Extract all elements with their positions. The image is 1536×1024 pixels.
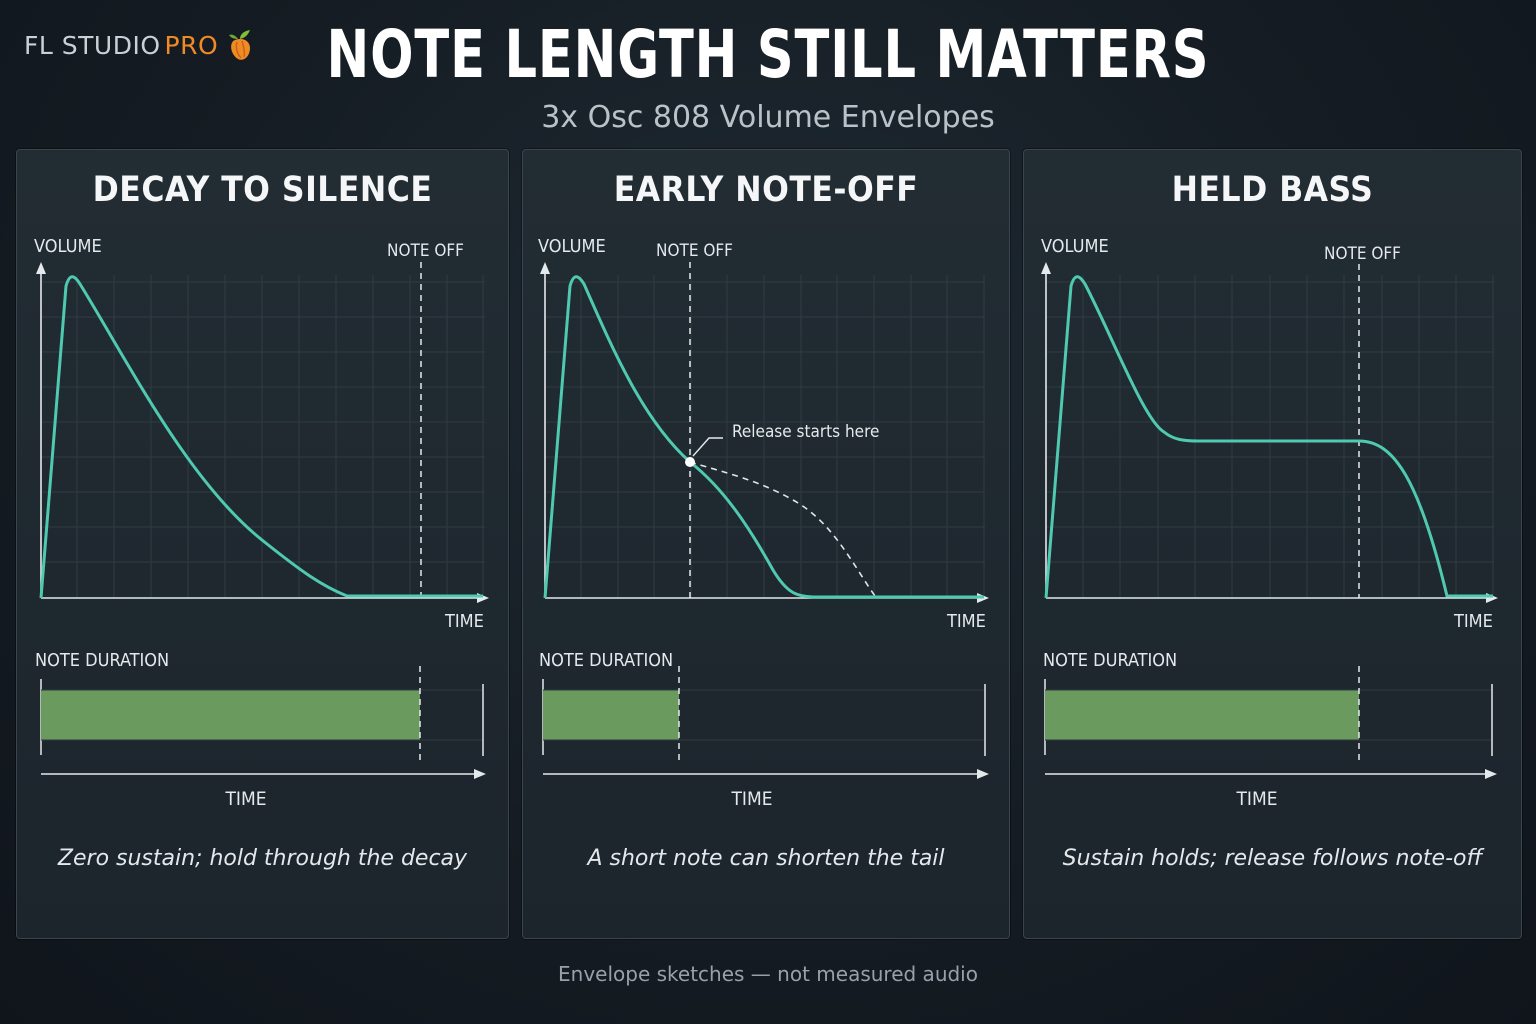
time-label: TIME: [946, 611, 986, 632]
grid: [545, 275, 985, 598]
volume-label: VOLUME: [1041, 236, 1109, 257]
envelope-diagram: VOLUME NOTE OFF TIME NOTE DURATION TIME: [1041, 236, 1498, 810]
axes: [1041, 262, 1498, 603]
brand-name: FL STUDIO: [24, 30, 161, 60]
duration-time-label: TIME: [730, 788, 772, 810]
panel-early-note-off: EARLY NOTE-OFF VOLUME NOTE OFF TIME: [522, 149, 1010, 939]
note-duration-bar: [1045, 690, 1359, 740]
panel-decay-to-silence: DECAY TO SILENCE VOLUME NOTE OFF TIME NO…: [16, 149, 509, 939]
page-title: NOTE LENGTH STILL MATTERS: [326, 16, 1210, 93]
envelope-curve: [1044, 275, 1493, 599]
release-annotation: Release starts here: [732, 422, 879, 442]
note-duration-bar: [543, 690, 679, 740]
time-label: TIME: [444, 611, 484, 632]
brand-tier: PRO: [164, 30, 219, 60]
note-duration-label: NOTE DURATION: [539, 650, 673, 671]
time-arrow-icon: [1485, 769, 1497, 779]
grid: [41, 275, 485, 598]
note-duration-bar: [41, 690, 420, 740]
annotation-leader: [692, 437, 723, 457]
page-subtitle: 3x Osc 808 Volume Envelopes: [541, 100, 995, 135]
note-off-label: NOTE OFF: [387, 241, 464, 261]
duration-time-label: TIME: [1235, 788, 1277, 810]
envelope-diagram: VOLUME NOTE OFF TIME Release starts here…: [538, 236, 989, 810]
panel-caption: Sustain holds; release follows note-off: [1062, 846, 1483, 871]
envelope-curve: [39, 275, 483, 599]
panel-title: EARLY NOTE-OFF: [613, 170, 919, 210]
note-off-label: NOTE OFF: [656, 241, 733, 261]
brand-logo: FL STUDIO PRO: [24, 28, 254, 62]
fruit-logo-icon: [229, 30, 251, 60]
grid: [1046, 275, 1494, 598]
duration-time-label: TIME: [224, 788, 266, 810]
note-duration-label: NOTE DURATION: [1043, 650, 1177, 671]
volume-label: VOLUME: [34, 236, 102, 257]
note-duration-label: NOTE DURATION: [35, 650, 169, 671]
panel-caption: A short note can shorten the tail: [587, 846, 945, 871]
panel-title: DECAY TO SILENCE: [92, 170, 433, 210]
release-point-marker: [685, 457, 695, 467]
volume-label: VOLUME: [538, 236, 606, 257]
envelope-curve: [543, 275, 984, 599]
panel-title: HELD BASS: [1171, 170, 1374, 210]
original-decay-curve: [689, 461, 876, 597]
note-off-label: NOTE OFF: [1324, 244, 1401, 264]
time-label: TIME: [1453, 611, 1493, 632]
panel-held-bass: HELD BASS VOLUME NOTE OFF TIME NOTE DURA…: [1023, 149, 1522, 939]
panel-caption: Zero sustain; hold through the decay: [57, 846, 468, 871]
envelope-diagram: VOLUME NOTE OFF TIME NOTE DURATION TIME: [34, 236, 489, 810]
time-arrow-icon: [474, 769, 486, 779]
time-arrow-icon: [977, 769, 989, 779]
footer-note: Envelope sketches — not measured audio: [558, 962, 978, 986]
